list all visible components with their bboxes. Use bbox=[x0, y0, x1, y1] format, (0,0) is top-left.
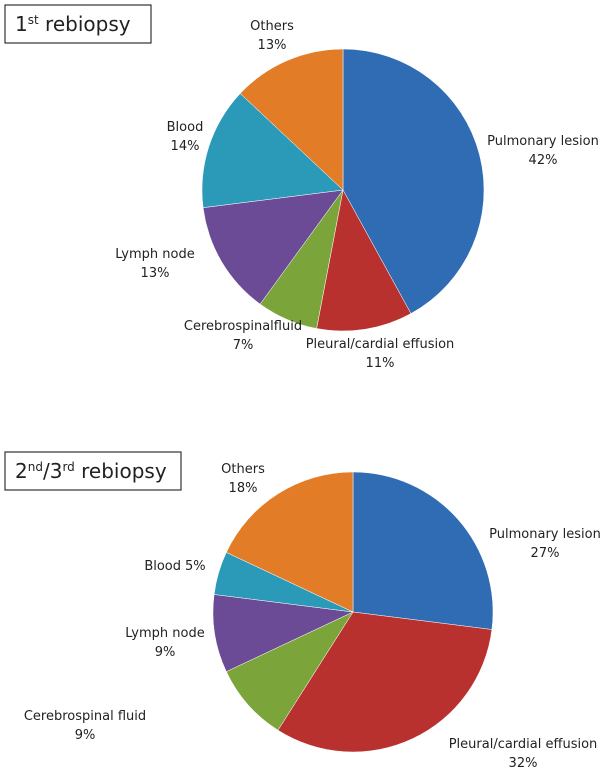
value-label: 27% bbox=[531, 546, 560, 561]
title-part: rebiopsy bbox=[75, 459, 167, 483]
category-label: Pleural/cardial effusion bbox=[449, 737, 598, 752]
slice-label: Others 18% bbox=[221, 462, 265, 496]
slice-label: Lymph node 9% bbox=[125, 626, 204, 660]
title-part: /3 bbox=[43, 459, 62, 483]
pie-slice bbox=[225, 611, 354, 731]
title-part: rebiopsy bbox=[39, 12, 131, 36]
value-label: 14% bbox=[171, 139, 200, 154]
title-box bbox=[4, 4, 152, 44]
chart-title: 2nd/3rd rebiopsy bbox=[15, 459, 167, 483]
pie-slice bbox=[201, 93, 344, 208]
title-part: 2 bbox=[15, 459, 28, 483]
value-label: 13% bbox=[141, 266, 170, 281]
category-label: Pulmonary lesion bbox=[489, 527, 600, 542]
slice-label: Pleural/cardial effusion 32% bbox=[449, 737, 598, 771]
category-label: Cerebrospinalfluid bbox=[184, 319, 302, 334]
category-label: Pulmonary lesion bbox=[487, 134, 599, 149]
pie-slice bbox=[212, 594, 354, 672]
title-part: rd bbox=[62, 460, 74, 474]
value-label: 18% bbox=[229, 481, 258, 496]
pie-slice bbox=[202, 189, 344, 305]
slice-label: Pleural/cardial effusion 11% bbox=[306, 337, 455, 371]
slice-label: Blood 5% bbox=[144, 559, 205, 574]
pie-chart: 2nd/3rd rebiopsy Pulmonary lesion 27% Pleur… bbox=[4, 451, 600, 771]
value-label: 9% bbox=[155, 645, 176, 660]
slice-label: Blood 14% bbox=[167, 120, 204, 154]
value-label: 32% bbox=[509, 756, 538, 771]
value-label: 5% bbox=[185, 559, 206, 574]
value-label: 7% bbox=[233, 338, 254, 353]
value-label: 9% bbox=[75, 728, 96, 743]
value-label: 42% bbox=[529, 153, 558, 168]
category-label: Blood bbox=[167, 120, 204, 135]
category-label: Pleural/cardial effusion bbox=[306, 337, 455, 352]
value-label: 11% bbox=[366, 356, 395, 371]
slice-label: Pulmonary lesion 42% bbox=[487, 134, 599, 168]
slice-label: Pulmonary lesion 27% bbox=[489, 527, 600, 561]
slice-label: Lymph node 13% bbox=[115, 247, 194, 281]
value-label: 13% bbox=[258, 38, 287, 53]
slice-label: Cerebrospinalfluid 7% bbox=[184, 319, 302, 353]
pie-slice bbox=[225, 471, 354, 613]
slice-label: Cerebrospinal fluid 9% bbox=[24, 709, 146, 743]
title-box bbox=[4, 451, 182, 491]
title-part: st bbox=[28, 13, 39, 27]
category-label: Others bbox=[221, 462, 265, 477]
category-label: Others bbox=[250, 19, 294, 34]
category-label: Lymph node bbox=[125, 626, 204, 641]
pie-slice bbox=[316, 189, 412, 332]
pie-slice bbox=[239, 48, 344, 191]
category-label: Blood bbox=[144, 559, 181, 574]
category-label: Lymph node bbox=[115, 247, 194, 262]
pie-slice bbox=[352, 471, 494, 630]
pie-slice bbox=[342, 48, 485, 314]
chart-title: 1st rebiopsy bbox=[15, 12, 131, 36]
title-part: nd bbox=[28, 460, 43, 474]
pie-chart: 1st rebiopsy Pulmonary lesion 42% Pleural/c… bbox=[4, 4, 599, 371]
slice-label: Others 13% bbox=[250, 19, 294, 53]
category-label: Cerebrospinal fluid bbox=[24, 709, 146, 724]
title-part: 1 bbox=[15, 12, 28, 36]
pie-slice bbox=[277, 611, 493, 753]
